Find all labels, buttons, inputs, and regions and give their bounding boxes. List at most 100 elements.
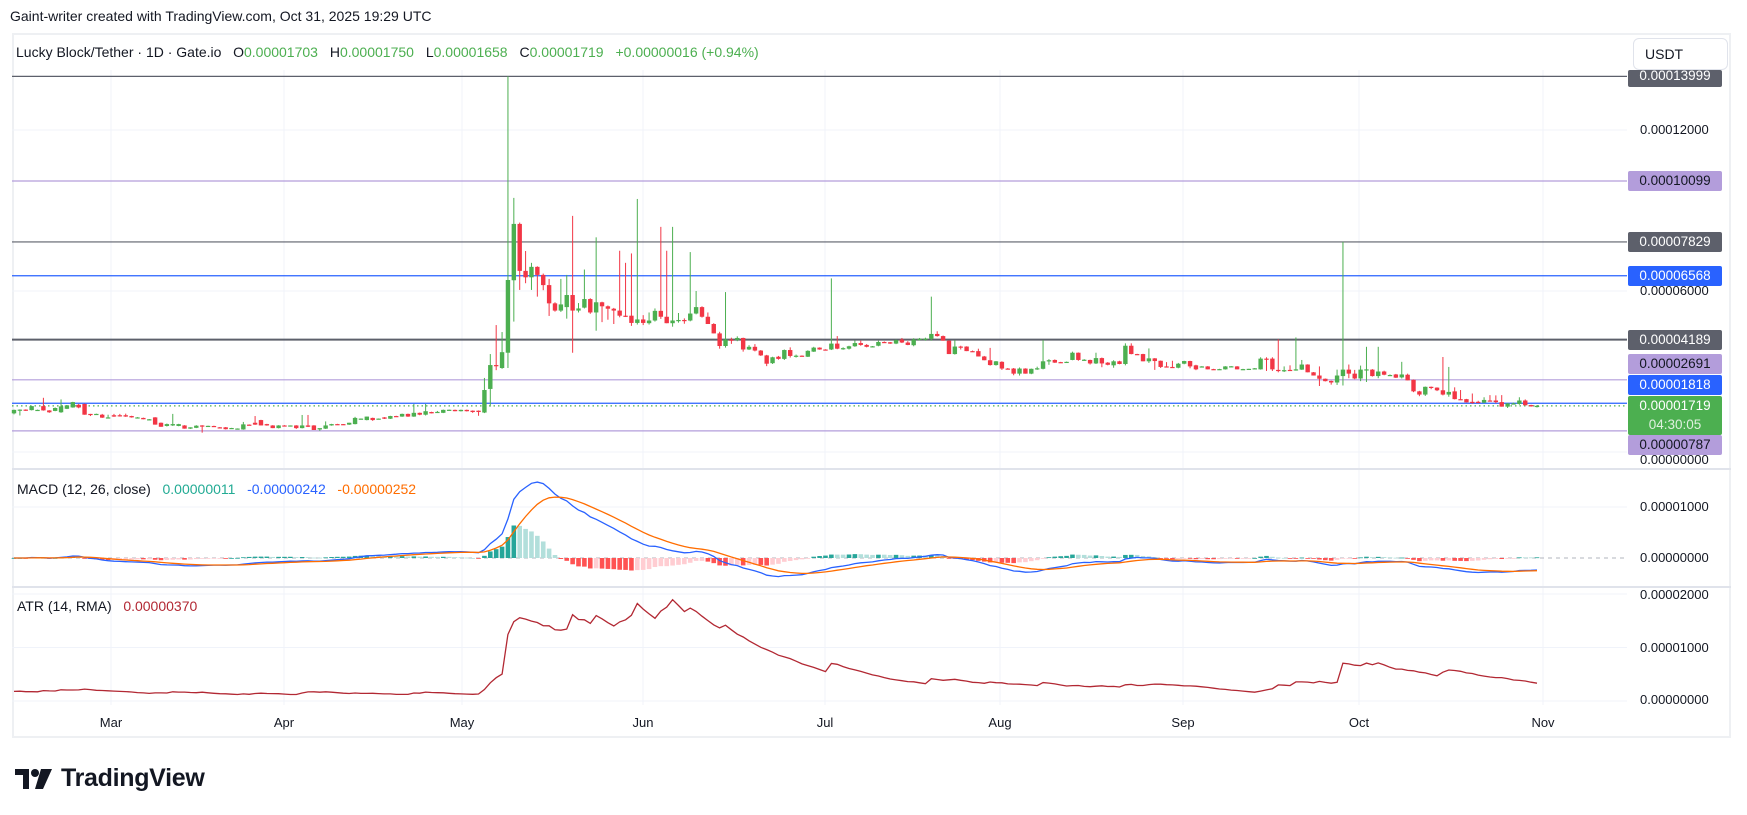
- candle: [135, 417, 140, 419]
- macd-histogram-bar: [529, 531, 534, 558]
- level-label[interactable]: 0.00010099: [1628, 171, 1722, 191]
- macd-histogram-bar: [929, 555, 934, 558]
- macd-histogram-bar: [899, 555, 905, 558]
- candle-body: [311, 425, 317, 430]
- macd-histogram-bar: [299, 557, 305, 558]
- candle-body: [470, 410, 475, 413]
- candle: [194, 425, 199, 429]
- candle-body: [705, 316, 711, 325]
- candle: [399, 413, 405, 417]
- candle: [993, 361, 999, 366]
- candle-body: [399, 413, 405, 417]
- atr-title[interactable]: ATR (14, RMA): [17, 598, 112, 614]
- candle-body: [882, 341, 887, 344]
- candle: [923, 337, 928, 341]
- open-label: O: [233, 44, 244, 60]
- candle-body: [423, 411, 428, 415]
- macd-histogram-bar: [393, 556, 399, 558]
- candle: [1499, 395, 1504, 407]
- macd-histogram-bar: [840, 554, 846, 558]
- candle-body: [1170, 366, 1175, 369]
- candle-body: [564, 295, 569, 308]
- macd-histogram-bar: [829, 554, 834, 558]
- candle-body: [1223, 366, 1228, 370]
- currency-button[interactable]: USDT: [1633, 38, 1728, 70]
- symbol-legend: Lucky Block/Tether · 1D · Gate.io O0.000…: [16, 44, 767, 60]
- macd-histogram-bar: [1487, 558, 1493, 560]
- macd-histogram-bar: [611, 558, 617, 570]
- macd-histogram-bar: [135, 558, 140, 560]
- candle-body: [452, 409, 458, 412]
- candle: [376, 418, 381, 420]
- candle-body: [429, 412, 434, 414]
- candle-body: [646, 320, 652, 324]
- level-label[interactable]: 0.00004189: [1628, 330, 1722, 350]
- macd-histogram-bar: [1152, 556, 1158, 558]
- candle-body: [35, 409, 40, 412]
- candle: [1376, 346, 1381, 379]
- candle: [776, 355, 781, 360]
- candle: [1334, 369, 1340, 385]
- candle-body: [993, 361, 999, 366]
- candle-body: [188, 427, 193, 429]
- candle: [482, 377, 487, 414]
- macd-title[interactable]: MACD (12, 26, close): [17, 481, 151, 497]
- candle: [1464, 398, 1469, 403]
- level-label[interactable]: 0.00006568: [1628, 266, 1722, 286]
- candle: [11, 409, 17, 415]
- candle-body: [1205, 366, 1210, 370]
- macd-histogram-bar: [658, 558, 664, 567]
- level-label[interactable]: 0.00013999: [1628, 70, 1722, 87]
- candle-body: [129, 416, 134, 418]
- macd-histogram-bar: [1240, 558, 1246, 559]
- macd-histogram-bar: [964, 558, 969, 560]
- candle: [770, 356, 775, 364]
- candle: [1123, 343, 1128, 366]
- candle-body: [923, 338, 928, 340]
- candle-body: [1464, 399, 1469, 403]
- macd-histogram-bar: [1434, 558, 1440, 561]
- time-tick: Jun: [632, 715, 654, 730]
- candle: [435, 410, 440, 414]
- macd-histogram-bar: [370, 555, 375, 558]
- candle: [152, 417, 158, 425]
- macd-histogram-bar: [1375, 556, 1381, 558]
- macd-histogram-bar: [1217, 558, 1222, 560]
- candle: [1140, 353, 1146, 362]
- candle: [1046, 359, 1052, 365]
- macd-histogram-bar: [1505, 558, 1510, 559]
- macd-histogram-bar: [1264, 555, 1269, 558]
- candle: [117, 413, 123, 417]
- candle-body: [1087, 359, 1093, 364]
- level-label[interactable]: 0.00007829: [1628, 232, 1722, 252]
- candle-body: [670, 320, 675, 324]
- macd-histogram-bar: [282, 556, 287, 558]
- candle: [929, 296, 934, 341]
- level-label[interactable]: 0.00002691: [1628, 354, 1722, 374]
- macd-histogram-bar: [1046, 557, 1052, 559]
- candle: [1017, 367, 1022, 376]
- symbol-title[interactable]: Lucky Block/Tether · 1D · Gate.io: [16, 44, 222, 60]
- candle: [688, 252, 693, 322]
- macd-histogram-bar: [129, 558, 134, 560]
- macd-legend: MACD (12, 26, close) 0.00000011 -0.00000…: [17, 481, 416, 497]
- tradingview-logo[interactable]: TradingView: [15, 764, 205, 793]
- candle-body: [158, 422, 164, 427]
- candle: [82, 403, 87, 415]
- macd-histogram-bar: [1393, 557, 1399, 559]
- candle: [1205, 366, 1210, 370]
- candle-body: [205, 425, 211, 428]
- macd-histogram-bar: [1123, 554, 1128, 558]
- level-label[interactable]: 0.00000787: [1628, 435, 1722, 455]
- level-label[interactable]: 0.00001818: [1628, 375, 1722, 395]
- time-tick: Aug: [988, 715, 1012, 730]
- candle-body: [1399, 374, 1404, 378]
- macd-histogram-bar: [1176, 558, 1181, 560]
- candle-body: [499, 352, 505, 369]
- macd-histogram-bar: [1428, 558, 1434, 561]
- candle: [911, 338, 916, 347]
- macd-histogram-bar: [399, 556, 405, 558]
- candle: [1393, 373, 1399, 378]
- macd-histogram-bar: [640, 558, 646, 570]
